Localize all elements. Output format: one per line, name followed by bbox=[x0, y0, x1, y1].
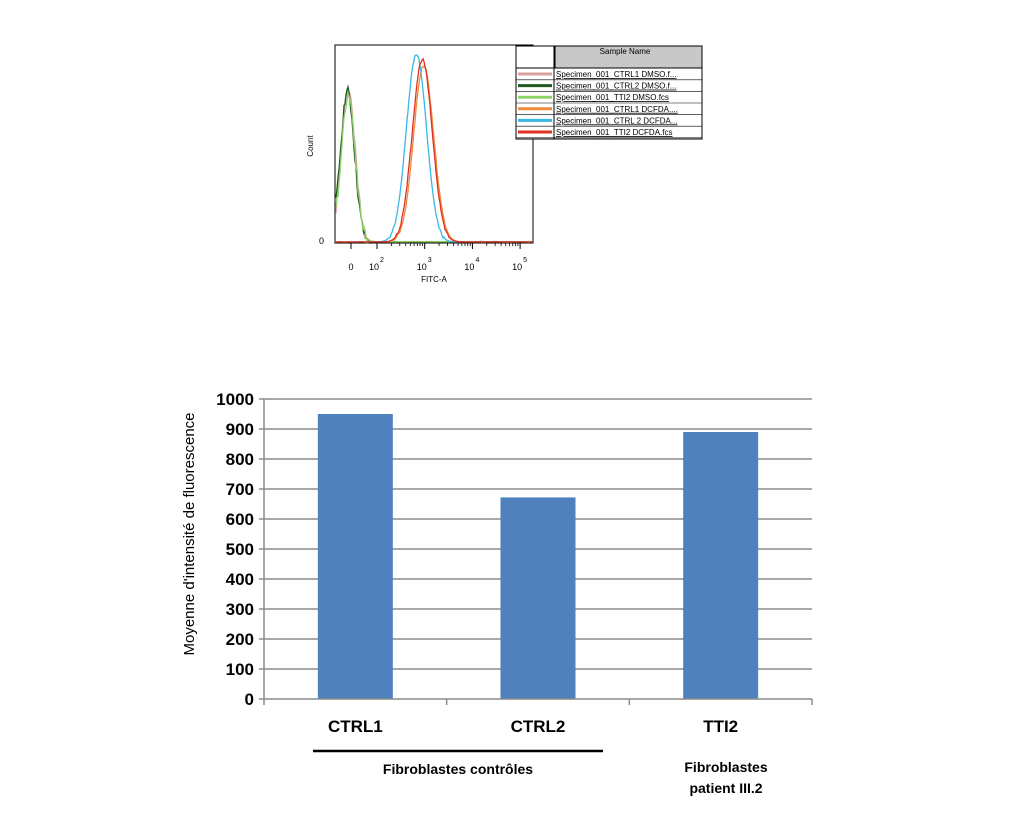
bar-category-label: CTRL2 bbox=[511, 717, 566, 736]
histogram-x-tick-exponent: 5 bbox=[523, 257, 527, 264]
histogram-x-tick-label: 10 bbox=[369, 262, 379, 272]
bar-y-tick-label: 500 bbox=[226, 540, 254, 559]
histogram-x-tick-exponent: 2 bbox=[380, 257, 384, 264]
group-label-controls: Fibroblastes contrôles bbox=[383, 761, 533, 777]
bar-y-tick-label: 900 bbox=[226, 420, 254, 439]
bar-x-axis: CTRL1 CTRL2 TTI2 bbox=[263, 698, 813, 736]
histogram-y-tick-0: 0 bbox=[319, 236, 324, 246]
group-label-patient-line1: Fibroblastes bbox=[684, 759, 767, 775]
histogram-x-tick-label: 10 bbox=[417, 262, 427, 272]
legend-entry-label: Specimen_001_CTRL 2 DCFDA... bbox=[556, 116, 678, 125]
bar-tti2 bbox=[683, 432, 759, 699]
histogram-legend: Sample Name Specimen_001_CTRL1 DMSO.f...… bbox=[515, 45, 703, 140]
bar-ctrl1 bbox=[317, 414, 393, 699]
legend-rows: Specimen_001_CTRL1 DMSO.f... Specimen_001… bbox=[516, 70, 702, 139]
histogram-curves bbox=[335, 54, 533, 245]
bar-y-tick-label: 100 bbox=[226, 660, 254, 679]
bar-y-tick-label: 700 bbox=[226, 480, 254, 499]
histogram-x-tick-exponent: 4 bbox=[475, 257, 479, 264]
bar-category-label: CTRL1 bbox=[328, 717, 383, 736]
bar-bars bbox=[317, 414, 759, 699]
legend-entry-label: Specimen_001_CTRL1 DCFDA.... bbox=[556, 105, 678, 114]
group-label-patient-line2: patient III.2 bbox=[689, 780, 762, 796]
bar-y-ticks: 0 100 200 300 400 500 600 700 800 900 1000 bbox=[216, 390, 265, 709]
histogram-x-tick-label: 10 bbox=[512, 262, 522, 272]
bar-y-axis-label: Moyenne d'intensité de fluorescence bbox=[181, 412, 198, 655]
bar-y-tick-label: 300 bbox=[226, 600, 254, 619]
bar-y-tick-label: 800 bbox=[226, 450, 254, 469]
legend-entry-label: Specimen_001_CTRL2 DMSO.f... bbox=[556, 82, 677, 91]
bar-y-tick-label: 1000 bbox=[216, 390, 254, 409]
bar-ctrl2 bbox=[500, 497, 576, 699]
legend-entry-label: Specimen_001_CTRL1 DMSO.f... bbox=[556, 70, 677, 79]
legend-entry-label: Specimen_001_TTI2 DMSO.fcs bbox=[556, 93, 669, 102]
bar-y-tick-label: 0 bbox=[245, 690, 254, 709]
histogram-x-tick-label: 10 bbox=[464, 262, 474, 272]
histogram-x-axis-label: FITC-A bbox=[421, 275, 447, 284]
histogram-y-axis-label: Count bbox=[306, 135, 315, 157]
histogram-x-tick-label: 0 bbox=[348, 262, 353, 272]
histogram-x-tick-exponent: 3 bbox=[428, 257, 432, 264]
bar-y-tick-label: 600 bbox=[226, 510, 254, 529]
bar-y-tick-label: 400 bbox=[226, 570, 254, 589]
histogram-series-line bbox=[335, 57, 533, 243]
bar-y-tick-label: 200 bbox=[226, 630, 254, 649]
bar-category-label: TTI2 bbox=[703, 717, 738, 736]
legend-entry-label: Specimen_001_TTI2 DCFDA.fcs bbox=[556, 128, 673, 137]
legend-header: Sample Name bbox=[600, 47, 651, 56]
